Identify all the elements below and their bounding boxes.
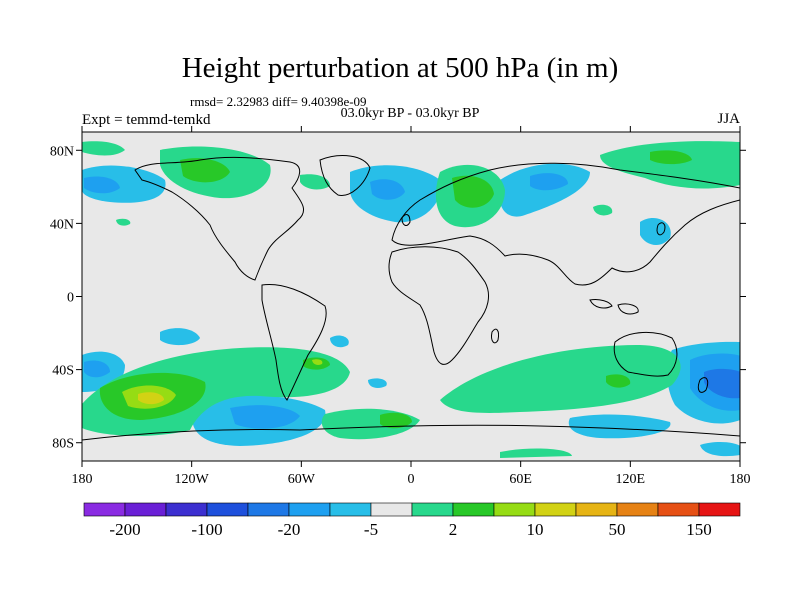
lon-tick-label: 0 [408,472,415,487]
negative-anomaly-regions [82,163,740,457]
colorbar-label: -100 [191,520,222,539]
coastline-south-america [261,283,327,401]
colorbar-swatch [206,502,249,517]
anomaly-region-green-strong [452,175,494,208]
anomaly-region-green [440,345,681,413]
anomaly-region-green-strong [180,158,230,183]
lon-tick-label: 180 [730,472,751,487]
lon-tick-label: 120E [616,472,646,487]
coastline-greenland [319,155,371,196]
map-plot-area [82,132,740,461]
coastline-antarctica [82,424,740,441]
strong-negative-anomaly-regions [84,173,740,429]
anomaly-region-blue-strong [230,405,300,429]
longitude-axis: 180 120W 60W 0 60E 120E 180 [72,126,751,487]
colorbar-label: -5 [364,520,378,539]
colorbar-label: 50 [609,520,626,539]
latitude-axis: 80N 40N 0 40S 80S [50,144,746,452]
colorbar-swatch [493,502,536,517]
colorbar-swatch [452,502,495,517]
colorbar-label: -200 [109,520,140,539]
anomaly-region-blue [568,414,671,439]
colorbar-swatch [616,502,659,517]
lat-tick-label: 40S [52,364,74,379]
anomaly-region-blue [640,217,671,246]
anomaly-region-blue [368,378,387,388]
anomaly-region-green-strong [380,412,412,429]
colorbar-label: 10 [527,520,544,539]
anomaly-region-blue [160,328,200,346]
lon-tick-label: 180 [72,472,93,487]
anomaly-region-green [600,141,740,189]
colorbar-swatch [534,502,577,517]
colorbar-swatch [83,502,126,517]
anomaly-region-blue-strong [84,360,110,378]
anomaly-region-yellow [138,392,164,405]
colorbar-swatch [165,502,208,517]
coastline-indonesia [589,299,613,309]
lon-tick-label: 120W [175,472,210,487]
anomaly-region-green [593,204,613,216]
colorbar-swatch [370,502,413,517]
season-label: JJA [717,111,740,127]
coastlines [82,155,740,441]
lon-tick-label: 60W [288,472,316,487]
colorbar-swatch [698,502,741,517]
anomaly-region-green [116,218,131,226]
anomaly-region-blue [82,165,166,203]
map-title: Height perturbation at 500 hPa (in m) [181,52,619,84]
coastline-madagascar [491,328,499,344]
coastline-japan [656,222,666,236]
anomaly-region-green [82,141,125,156]
colorbar-swatch [575,502,618,517]
lat-tick-label: 40N [50,217,74,232]
colorbar-swatch [247,502,290,517]
lat-tick-label: 80S [52,437,74,452]
anomaly-region-blue-strong [530,173,568,191]
colorbar-swatch [411,502,454,517]
anomaly-region-green-strong [650,150,692,165]
anomaly-region-green [300,174,330,190]
lon-tick-label: 60E [509,472,532,487]
anomaly-region-green-strong [606,374,631,388]
lat-tick-label: 80N [50,144,74,159]
coastline-eurasia [391,162,740,286]
colorbar-label: 150 [686,520,712,539]
experiment-label: Expt = temmd-temkd [82,112,211,128]
colorbar-swatch [657,502,700,517]
coastline-australia [613,332,678,377]
colorbar: -200 -100 -20 -5 2 10 50 150 [83,502,741,539]
anomaly-region-blue-strong [370,179,405,200]
colorbar-swatch [124,502,167,517]
anomaly-region-blue-darker [704,368,740,399]
colorbar-swatch [288,502,331,517]
strong-positive-anomaly-regions [99,150,692,429]
anomaly-region-blue-strong [84,176,120,194]
lat-tick-label: 0 [67,291,74,306]
coastline-new-zealand [697,377,709,393]
anomaly-region-green [500,448,572,458]
coastline-north-america [134,156,304,281]
coastline-africa [388,246,489,365]
coastline-indonesia [617,303,639,315]
period-text: 03.0kyr BP - 03.0kyr BP [340,106,480,121]
coastline-british-isles [401,214,411,226]
anomaly-region-green-yellow [312,359,323,365]
colorbar-label: -20 [278,520,301,539]
anomaly-region-blue [700,442,740,457]
statistics-text: rmsd= 2.32983 diff= 9.40398e-09 [190,94,367,109]
colorbar-swatch [329,502,372,517]
colorbar-label: 2 [449,520,458,539]
anomaly-region-blue [330,335,349,348]
